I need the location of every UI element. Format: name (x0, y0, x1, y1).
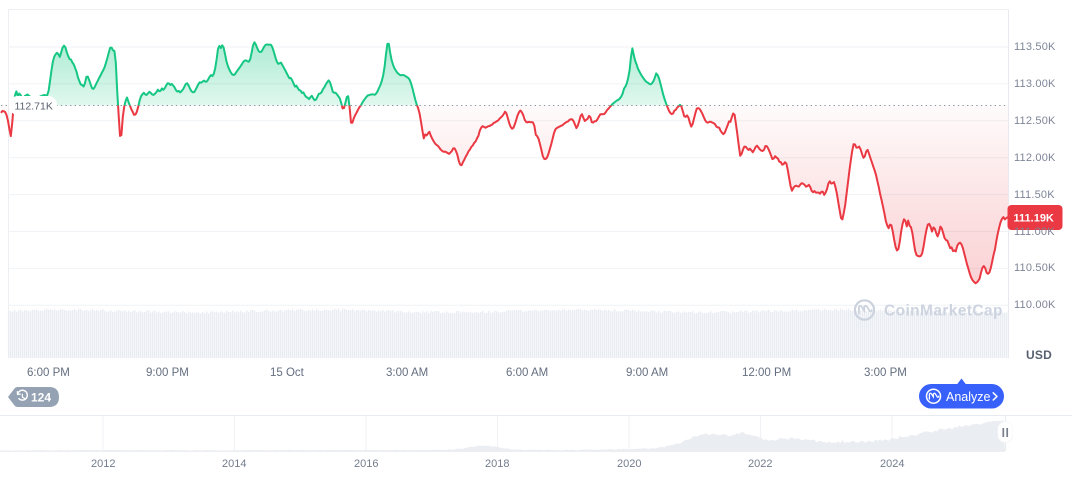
svg-text:112.71K: 112.71K (15, 101, 53, 113)
svg-text:Analyze: Analyze (946, 390, 991, 404)
svg-text:CoinMarketCap: CoinMarketCap (884, 303, 1003, 320)
svg-text:111.19K: 111.19K (1014, 213, 1054, 225)
svg-text:124: 124 (31, 391, 51, 405)
